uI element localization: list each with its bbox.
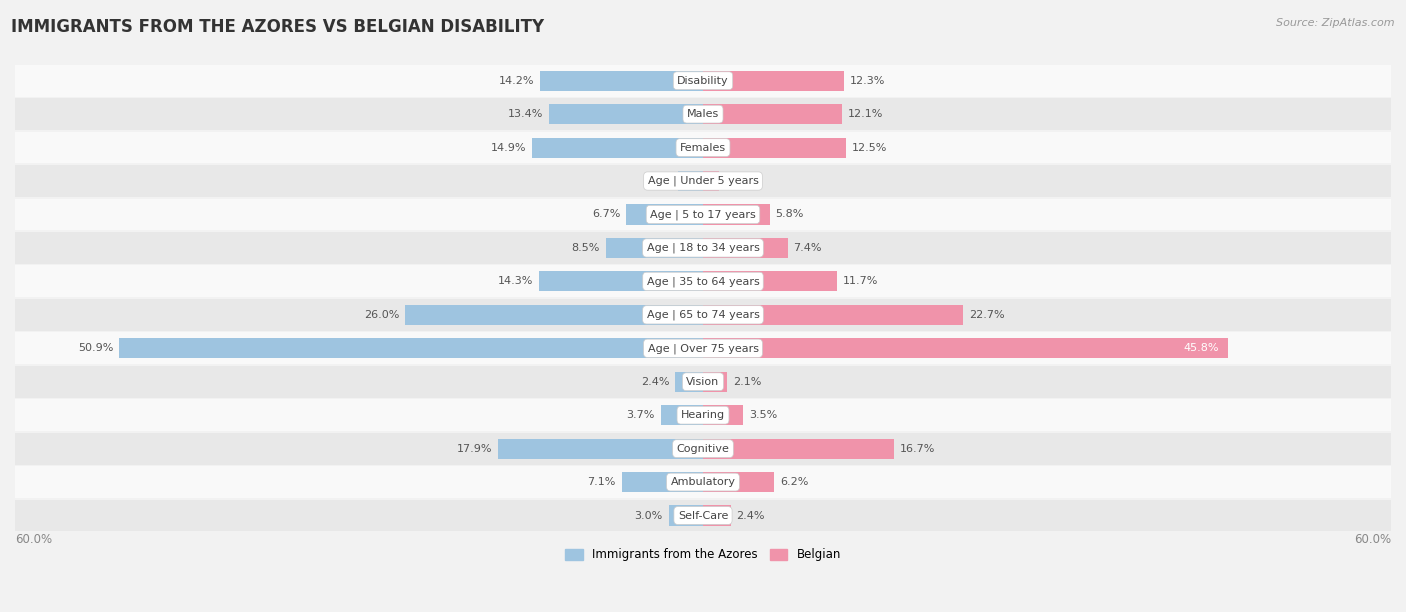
Bar: [498, 439, 703, 458]
Text: 5.8%: 5.8%: [775, 209, 804, 220]
Text: 14.2%: 14.2%: [499, 76, 534, 86]
Bar: [626, 204, 703, 225]
Bar: [15, 99, 1391, 130]
Bar: [703, 70, 844, 91]
Bar: [15, 132, 1391, 163]
Bar: [703, 439, 894, 458]
Bar: [606, 238, 703, 258]
Text: Disability: Disability: [678, 76, 728, 86]
Bar: [15, 299, 1391, 330]
Text: 14.3%: 14.3%: [498, 277, 533, 286]
Text: 1.4%: 1.4%: [724, 176, 754, 186]
Bar: [621, 472, 703, 492]
Legend: Immigrants from the Azores, Belgian: Immigrants from the Azores, Belgian: [560, 543, 846, 566]
Bar: [405, 305, 703, 325]
Text: IMMIGRANTS FROM THE AZORES VS BELGIAN DISABILITY: IMMIGRANTS FROM THE AZORES VS BELGIAN DI…: [11, 18, 544, 36]
Text: Age | 5 to 17 years: Age | 5 to 17 years: [650, 209, 756, 220]
Text: 60.0%: 60.0%: [1354, 533, 1391, 546]
Bar: [703, 238, 787, 258]
Bar: [703, 338, 1229, 358]
Text: Males: Males: [688, 109, 718, 119]
Text: 17.9%: 17.9%: [457, 444, 492, 453]
Bar: [15, 165, 1391, 197]
Bar: [15, 433, 1391, 465]
Bar: [703, 138, 846, 158]
Text: 7.4%: 7.4%: [793, 243, 823, 253]
Text: 3.7%: 3.7%: [627, 410, 655, 420]
Text: 14.9%: 14.9%: [491, 143, 526, 152]
Text: Age | Under 5 years: Age | Under 5 years: [648, 176, 758, 186]
Text: Age | 18 to 34 years: Age | 18 to 34 years: [647, 243, 759, 253]
Bar: [703, 506, 731, 526]
Text: Vision: Vision: [686, 377, 720, 387]
Bar: [703, 271, 837, 291]
Text: 3.5%: 3.5%: [749, 410, 778, 420]
Bar: [15, 198, 1391, 230]
Bar: [678, 171, 703, 191]
Text: Self-Care: Self-Care: [678, 510, 728, 521]
Bar: [675, 371, 703, 392]
Bar: [703, 371, 727, 392]
Bar: [120, 338, 703, 358]
Text: 60.0%: 60.0%: [15, 533, 52, 546]
Text: 45.8%: 45.8%: [1184, 343, 1219, 353]
Text: 8.5%: 8.5%: [571, 243, 600, 253]
Text: Females: Females: [681, 143, 725, 152]
Bar: [15, 266, 1391, 297]
Text: 12.5%: 12.5%: [852, 143, 887, 152]
Text: 6.2%: 6.2%: [780, 477, 808, 487]
Bar: [703, 472, 775, 492]
Bar: [661, 405, 703, 425]
Text: Hearing: Hearing: [681, 410, 725, 420]
Text: Cognitive: Cognitive: [676, 444, 730, 453]
Text: 7.1%: 7.1%: [588, 477, 616, 487]
Text: 50.9%: 50.9%: [79, 343, 114, 353]
Text: Age | 65 to 74 years: Age | 65 to 74 years: [647, 310, 759, 320]
Bar: [15, 399, 1391, 431]
Text: 12.3%: 12.3%: [849, 76, 886, 86]
Text: 3.0%: 3.0%: [634, 510, 662, 521]
Text: Source: ZipAtlas.com: Source: ZipAtlas.com: [1277, 18, 1395, 28]
Text: 2.4%: 2.4%: [737, 510, 765, 521]
Text: 11.7%: 11.7%: [842, 277, 879, 286]
Text: 13.4%: 13.4%: [508, 109, 544, 119]
Bar: [531, 138, 703, 158]
Text: 2.1%: 2.1%: [733, 377, 761, 387]
Bar: [703, 204, 769, 225]
Bar: [15, 466, 1391, 498]
Text: Age | 35 to 64 years: Age | 35 to 64 years: [647, 276, 759, 286]
Bar: [15, 332, 1391, 364]
Bar: [540, 70, 703, 91]
Bar: [703, 104, 842, 124]
Text: 22.7%: 22.7%: [969, 310, 1005, 320]
Text: 6.7%: 6.7%: [592, 209, 620, 220]
Bar: [15, 65, 1391, 97]
Text: 26.0%: 26.0%: [364, 310, 399, 320]
Bar: [669, 506, 703, 526]
Text: Age | Over 75 years: Age | Over 75 years: [648, 343, 758, 354]
Text: 12.1%: 12.1%: [848, 109, 883, 119]
Text: 16.7%: 16.7%: [900, 444, 935, 453]
Bar: [15, 499, 1391, 531]
Bar: [703, 305, 963, 325]
Bar: [538, 271, 703, 291]
Bar: [15, 232, 1391, 264]
Bar: [15, 366, 1391, 398]
Text: 2.2%: 2.2%: [644, 176, 672, 186]
Bar: [703, 171, 718, 191]
Bar: [550, 104, 703, 124]
Text: 2.4%: 2.4%: [641, 377, 669, 387]
Text: Ambulatory: Ambulatory: [671, 477, 735, 487]
Bar: [703, 405, 744, 425]
